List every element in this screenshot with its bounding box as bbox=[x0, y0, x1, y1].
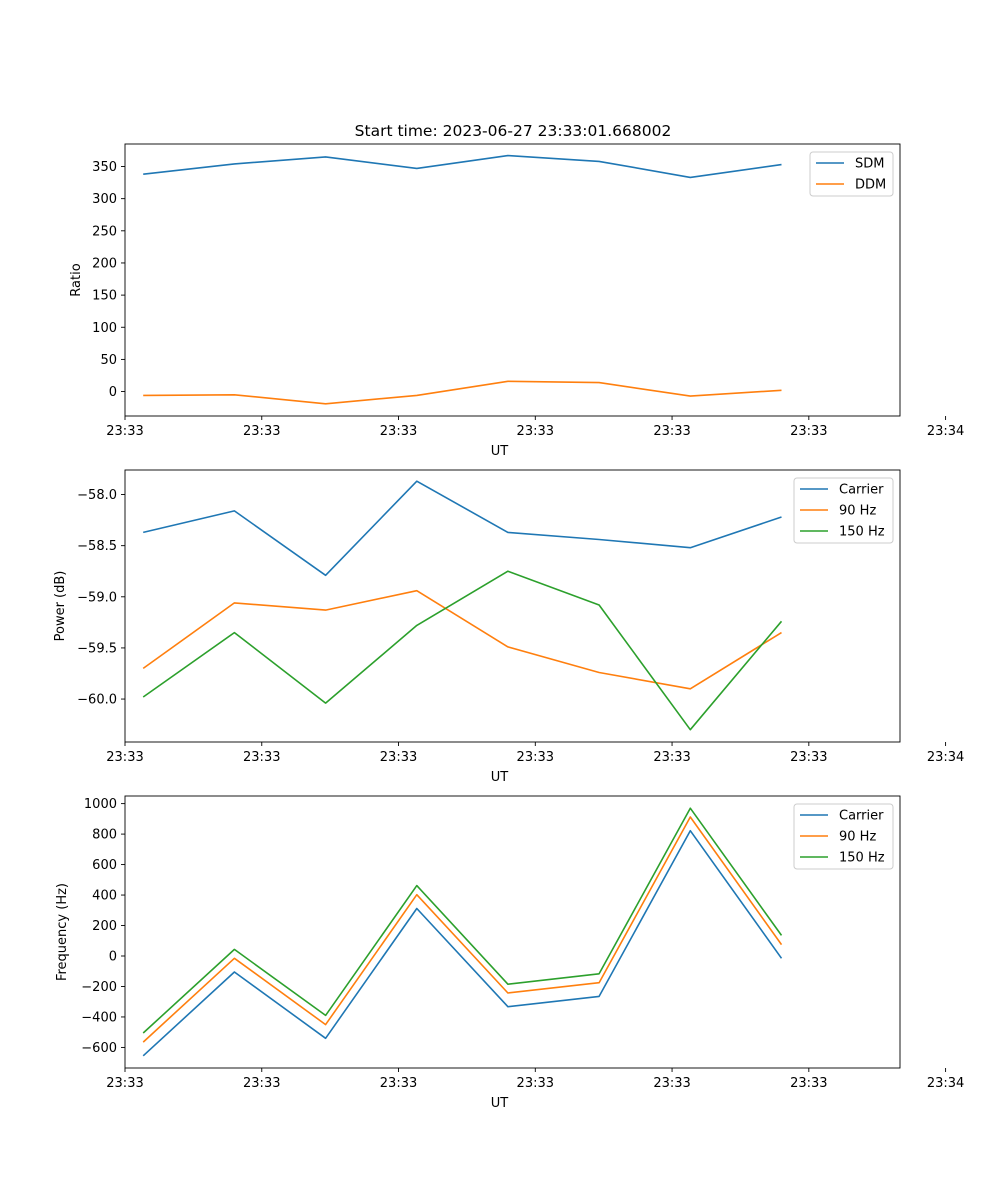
subplot-3: 23:33 23:33 23:33 23:33 23:33 23:33 23:34 UT −60… bbox=[55, 795, 964, 1111]
x-tick-label: 23:33 bbox=[106, 424, 143, 439]
x-tick-label: 23:33 bbox=[653, 750, 690, 765]
y-tick-label: 0 bbox=[109, 385, 117, 400]
y-tick-label: −59.5 bbox=[77, 641, 117, 656]
x-tick-label: 23:33 bbox=[243, 750, 280, 765]
x-tick-label: 23:33 bbox=[243, 424, 280, 439]
legend-entry: 90 Hz bbox=[839, 504, 876, 519]
x-tick-label: 23:33 bbox=[790, 750, 827, 765]
subplot-2: 23:33 23:33 23:33 23:33 23:33 23:33 23:34 UT −60… bbox=[53, 469, 964, 785]
x-tick-label: 23:33 bbox=[380, 424, 417, 439]
series-line-150-hz bbox=[142, 807, 783, 1034]
y-tick-label: 100 bbox=[92, 321, 117, 336]
y-tick-label: −58.5 bbox=[77, 539, 117, 554]
x-tick-label: 23:33 bbox=[517, 424, 554, 439]
x-axis-label: UT bbox=[491, 1096, 509, 1111]
x-tick-label: 23:33 bbox=[790, 1076, 827, 1091]
axes-frame bbox=[124, 469, 901, 743]
legend: Carrier 90 Hz 150 Hz bbox=[793, 803, 894, 870]
y-tick-label: 200 bbox=[92, 256, 117, 271]
legend-entry: 150 Hz bbox=[839, 851, 885, 866]
y-tick-label: −600 bbox=[81, 1041, 117, 1056]
y-axis-label: Power (dB) bbox=[53, 571, 68, 642]
subplot-1: 23:33 23:33 23:33 23:33 23:33 23:33 23:34 UT 0 50… bbox=[69, 143, 964, 459]
y-tick-label: 1000 bbox=[84, 797, 117, 812]
series-line-90-hz bbox=[142, 816, 783, 1043]
legend-entry: Carrier bbox=[839, 809, 884, 824]
y-tick-label: −400 bbox=[81, 1010, 117, 1025]
y-tick-label: 600 bbox=[92, 858, 117, 873]
x-tick-label: 23:34 bbox=[927, 424, 964, 439]
x-tick-label: 23:33 bbox=[517, 750, 554, 765]
x-axis-label: UT bbox=[491, 444, 509, 459]
x-axis-label: UT bbox=[491, 770, 509, 785]
series-line-sdm bbox=[143, 154, 782, 179]
y-tick-label: −59.0 bbox=[77, 590, 117, 605]
x-tick-label: 23:33 bbox=[790, 424, 827, 439]
series-line-150-hz bbox=[142, 570, 783, 731]
x-tick-label: 23:33 bbox=[106, 750, 143, 765]
x-tick-label: 23:33 bbox=[380, 750, 417, 765]
series-line-carrier bbox=[143, 480, 782, 577]
x-tick-label: 23:33 bbox=[517, 1076, 554, 1091]
y-tick-label: 0 bbox=[109, 950, 117, 965]
series-line-ddm bbox=[143, 380, 782, 405]
legend: Carrier 90 Hz 150 Hz bbox=[793, 477, 894, 544]
legend-box bbox=[793, 477, 894, 544]
y-tick-label: 350 bbox=[92, 160, 117, 175]
y-tick-label: 250 bbox=[92, 224, 117, 239]
x-tick-label: 23:33 bbox=[380, 1076, 417, 1091]
y-tick-label: 50 bbox=[100, 353, 117, 368]
y-axis-label: Frequency (Hz) bbox=[55, 883, 70, 981]
legend-entry: 90 Hz bbox=[839, 830, 876, 845]
y-axis-label: Ratio bbox=[69, 263, 84, 296]
y-tick-label: 150 bbox=[92, 289, 117, 304]
y-tick-label: 200 bbox=[92, 919, 117, 934]
axes-frame bbox=[124, 143, 901, 417]
x-tick-label: 23:33 bbox=[243, 1076, 280, 1091]
legend: SDM DDM bbox=[809, 151, 894, 197]
y-tick-label: −58.0 bbox=[77, 488, 117, 503]
x-tick-label: 23:34 bbox=[927, 1076, 964, 1091]
legend-entry: DDM bbox=[855, 178, 886, 193]
x-tick-label: 23:33 bbox=[653, 424, 690, 439]
y-tick-label: −200 bbox=[81, 980, 117, 995]
y-tick-label: 300 bbox=[92, 192, 117, 207]
legend-box bbox=[793, 803, 894, 870]
y-tick-label: 400 bbox=[92, 889, 117, 904]
y-tick-label: −60.0 bbox=[77, 693, 117, 708]
axes-frame bbox=[124, 795, 901, 1069]
x-tick-label: 23:34 bbox=[927, 750, 964, 765]
legend-entry: Carrier bbox=[839, 483, 884, 498]
figure-title: Start time: 2023-06-27 23:33:01.668002 bbox=[355, 122, 672, 140]
x-tick-label: 23:33 bbox=[106, 1076, 143, 1091]
series-line-carrier bbox=[142, 829, 783, 1057]
legend-entry: SDM bbox=[855, 157, 884, 172]
y-tick-label: 800 bbox=[92, 828, 117, 843]
series-line-90-hz bbox=[142, 589, 782, 690]
x-tick-label: 23:33 bbox=[653, 1076, 690, 1091]
legend-entry: 150 Hz bbox=[839, 525, 885, 540]
